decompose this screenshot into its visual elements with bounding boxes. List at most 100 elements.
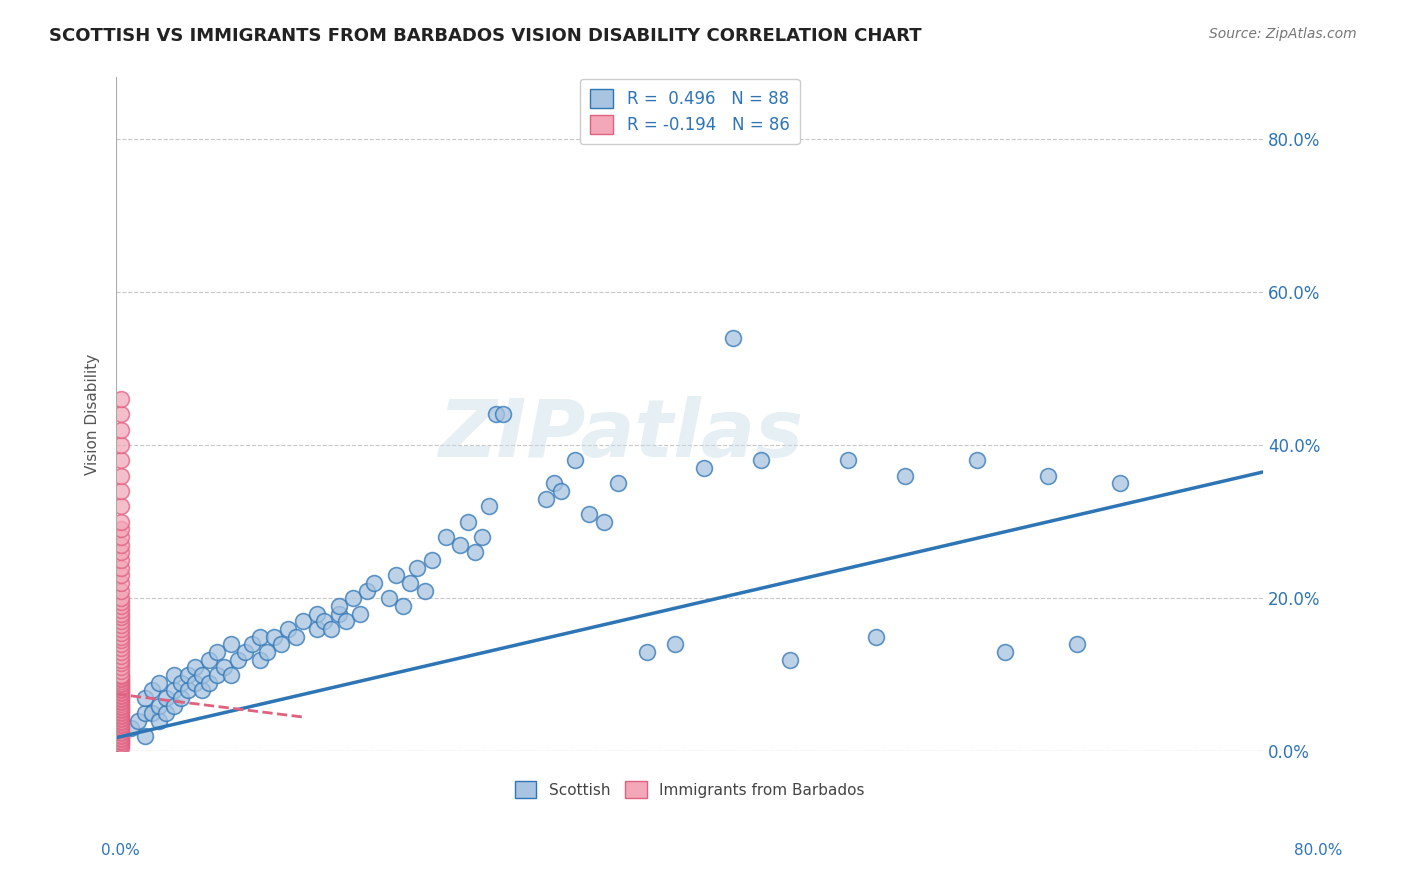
Point — [155, 690, 177, 705]
Point — [1109, 476, 1132, 491]
Point — [110, 468, 132, 483]
Point — [110, 618, 132, 632]
Point — [184, 675, 207, 690]
Point — [564, 453, 586, 467]
Point — [110, 669, 132, 683]
Point — [110, 453, 132, 467]
Point — [837, 453, 859, 467]
Point — [177, 683, 200, 698]
Point — [110, 729, 132, 743]
Text: ZIPatlas: ZIPatlas — [439, 396, 803, 474]
Point — [471, 530, 494, 544]
Point — [110, 625, 132, 640]
Point — [399, 576, 422, 591]
Point — [607, 476, 630, 491]
Point — [110, 701, 132, 715]
Point — [994, 645, 1017, 659]
Point — [141, 683, 163, 698]
Point — [198, 652, 221, 666]
Point — [110, 614, 132, 628]
Point — [205, 668, 228, 682]
Point — [110, 720, 132, 734]
Point — [578, 507, 600, 521]
Point — [155, 706, 177, 721]
Point — [536, 491, 558, 506]
Point — [328, 607, 350, 621]
Point — [110, 715, 132, 730]
Text: 0.0%: 0.0% — [101, 843, 141, 858]
Point — [636, 645, 658, 659]
Point — [550, 483, 572, 498]
Point — [305, 622, 328, 636]
Point — [321, 622, 343, 636]
Point — [110, 722, 132, 736]
Point — [110, 648, 132, 663]
Point — [110, 595, 132, 609]
Point — [110, 705, 132, 719]
Point — [110, 538, 132, 552]
Point — [377, 591, 399, 606]
Point — [110, 408, 132, 422]
Point — [110, 522, 132, 536]
Point — [342, 591, 364, 606]
Point — [110, 712, 132, 726]
Point — [363, 576, 385, 591]
Point — [485, 408, 508, 422]
Point — [110, 684, 132, 698]
Point — [277, 622, 299, 636]
Point — [110, 483, 132, 498]
Point — [966, 453, 988, 467]
Point — [110, 599, 132, 613]
Point — [110, 438, 132, 452]
Point — [110, 690, 132, 705]
Point — [110, 423, 132, 437]
Point — [198, 675, 221, 690]
Point — [110, 530, 132, 544]
Point — [219, 668, 242, 682]
Point — [148, 714, 170, 728]
Point — [249, 630, 271, 644]
Point — [314, 614, 336, 628]
Point — [894, 468, 917, 483]
Point — [110, 700, 132, 714]
Point — [110, 515, 132, 529]
Point — [110, 683, 132, 698]
Point — [177, 668, 200, 682]
Point — [110, 724, 132, 739]
Point — [356, 583, 378, 598]
Point — [349, 607, 371, 621]
Point — [110, 652, 132, 666]
Point — [134, 690, 156, 705]
Point — [721, 331, 744, 345]
Point — [110, 723, 132, 737]
Point — [110, 645, 132, 659]
Point — [205, 645, 228, 659]
Point — [162, 668, 184, 682]
Point — [110, 568, 132, 582]
Point — [110, 553, 132, 567]
Point — [110, 591, 132, 606]
Point — [110, 740, 132, 755]
Point — [434, 530, 457, 544]
Text: Source: ZipAtlas.com: Source: ZipAtlas.com — [1209, 27, 1357, 41]
Point — [148, 675, 170, 690]
Point — [170, 675, 193, 690]
Point — [134, 706, 156, 721]
Point — [110, 560, 132, 574]
Point — [1066, 637, 1088, 651]
Point — [779, 652, 801, 666]
Point — [543, 476, 565, 491]
Point — [110, 726, 132, 740]
Point — [110, 695, 132, 709]
Point — [110, 735, 132, 749]
Point — [110, 709, 132, 723]
Point — [110, 711, 132, 725]
Point — [110, 607, 132, 621]
Point — [162, 698, 184, 713]
Point — [110, 603, 132, 617]
Point — [110, 660, 132, 674]
Point — [110, 392, 132, 406]
Point — [110, 731, 132, 745]
Point — [693, 461, 716, 475]
Point — [110, 657, 132, 671]
